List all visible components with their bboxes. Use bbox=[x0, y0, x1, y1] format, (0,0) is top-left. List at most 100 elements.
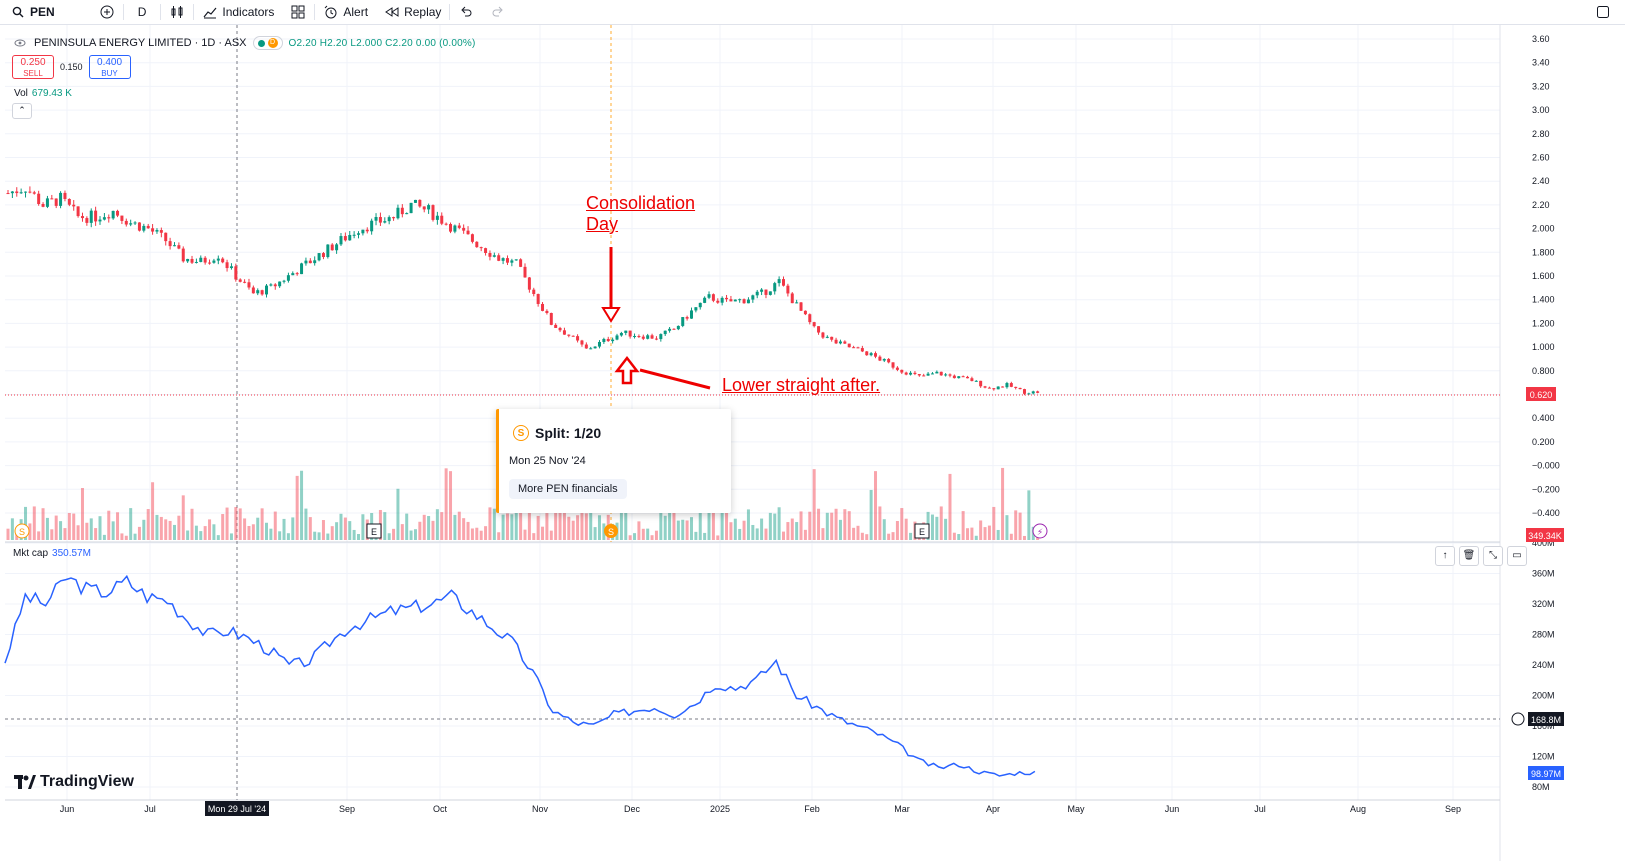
replay-button[interactable]: Replay bbox=[376, 0, 449, 24]
fullscreen-button[interactable] bbox=[1587, 0, 1625, 24]
candle-body bbox=[286, 275, 290, 281]
candle-body bbox=[917, 374, 921, 376]
volume-bar bbox=[597, 515, 601, 540]
candle-body bbox=[1031, 391, 1035, 394]
collapse-pane-button[interactable]: ⤡ bbox=[1483, 546, 1503, 566]
candle-body bbox=[116, 210, 120, 216]
candle-body bbox=[944, 374, 948, 376]
candle-body bbox=[102, 217, 106, 220]
indicators-button[interactable]: Indicators bbox=[194, 0, 282, 24]
more-financials-button[interactable]: More PEN financials bbox=[509, 479, 627, 499]
candle-body bbox=[291, 273, 295, 276]
undo-button[interactable] bbox=[450, 0, 482, 24]
volume-bar bbox=[479, 530, 483, 540]
volume-bar bbox=[948, 473, 952, 540]
earnings-event-icon[interactable] bbox=[366, 523, 382, 539]
buy-button[interactable]: 0.400 BUY bbox=[88, 55, 131, 79]
volume-bar bbox=[773, 513, 777, 540]
chart-area[interactable]: 3.60 3.40 3.20 3.00 2.80 2.60 2.40 2.20 2.000 1.8… bbox=[0, 25, 1625, 861]
candle-body bbox=[606, 338, 610, 342]
volume-bar bbox=[129, 508, 133, 540]
candle-body bbox=[45, 198, 49, 207]
candle-body bbox=[313, 260, 317, 264]
candle-body bbox=[733, 299, 737, 302]
volume-bar bbox=[549, 530, 553, 540]
candle-body bbox=[24, 191, 28, 193]
volume-bar bbox=[418, 521, 422, 540]
volume-bar bbox=[243, 518, 247, 540]
candle-body bbox=[900, 369, 904, 373]
candle-body bbox=[777, 279, 781, 284]
collapse-legend-button[interactable]: ⌃ bbox=[12, 103, 32, 119]
volume-bar bbox=[146, 509, 150, 540]
redo-button[interactable] bbox=[482, 0, 514, 24]
candle-body bbox=[479, 247, 483, 249]
volume-bar bbox=[190, 508, 194, 540]
add-alert-icon[interactable] bbox=[1511, 712, 1525, 726]
split-event-icon-active[interactable] bbox=[604, 524, 618, 538]
price-axis-label: 3.00 bbox=[1532, 105, 1550, 115]
move-pane-up-button[interactable]: ↑ bbox=[1435, 546, 1455, 566]
candle-body bbox=[882, 358, 886, 361]
earnings-event-icon[interactable] bbox=[914, 523, 930, 539]
candle-body bbox=[370, 220, 374, 232]
sell-button[interactable]: 0.250 SELL bbox=[12, 55, 54, 79]
volume-bar bbox=[746, 509, 750, 540]
candle-body bbox=[475, 241, 479, 248]
volume-bar bbox=[203, 526, 207, 540]
mktcap-legend[interactable]: Mkt cap 350.57M bbox=[13, 548, 91, 559]
volume-bar bbox=[54, 515, 58, 540]
candle-body bbox=[711, 294, 715, 301]
eye-icon[interactable] bbox=[12, 35, 28, 51]
delayed-badge: D bbox=[267, 38, 278, 48]
flash-event-icon[interactable] bbox=[1032, 523, 1048, 539]
candle-body bbox=[343, 236, 347, 241]
split-event-icon[interactable] bbox=[14, 523, 30, 539]
compare-button[interactable] bbox=[91, 0, 123, 24]
volume-bar bbox=[278, 531, 282, 540]
volume-bar bbox=[979, 520, 983, 540]
candle-body bbox=[510, 260, 514, 263]
candle-body bbox=[891, 362, 895, 368]
price-axis-label: 2.60 bbox=[1532, 153, 1550, 163]
volume-bar bbox=[72, 513, 76, 540]
delete-pane-button[interactable]: 🗑 bbox=[1459, 546, 1479, 566]
chart-type-button[interactable] bbox=[161, 0, 193, 24]
interval-button[interactable]: D bbox=[124, 0, 161, 24]
candle-body bbox=[720, 297, 724, 303]
candle-body bbox=[50, 198, 54, 200]
earnings-event-label: E bbox=[919, 527, 925, 537]
volume-bar bbox=[830, 512, 834, 540]
symbol-title[interactable]: PENINSULA ENERGY LIMITED · 1D · ASX bbox=[34, 37, 247, 49]
tradingview-logo[interactable]: TradingView bbox=[14, 773, 134, 791]
volume-bar bbox=[453, 514, 457, 540]
time-axis-label: Sep bbox=[339, 804, 355, 814]
candle-body bbox=[492, 255, 496, 257]
candle-body bbox=[177, 245, 181, 249]
divider bbox=[122, 4, 124, 20]
candle-body bbox=[996, 386, 1000, 390]
chart-canvas[interactable]: 3.60 3.40 3.20 3.00 2.80 2.60 2.40 2.20 2.000 1.8… bbox=[0, 25, 1625, 861]
mc-last-marker: 98.97M bbox=[1531, 769, 1561, 779]
time-axis-label: Apr bbox=[986, 804, 1000, 814]
volume-bar bbox=[256, 517, 260, 540]
volume-legend[interactable]: Vol 679.43 K bbox=[14, 88, 72, 99]
candle-body bbox=[1036, 391, 1040, 393]
candle-body bbox=[856, 347, 860, 349]
symbol-search[interactable]: PEN bbox=[0, 0, 63, 24]
candle-body bbox=[930, 373, 934, 375]
candle-body bbox=[895, 367, 899, 370]
volume-bar bbox=[269, 528, 273, 540]
volume-bar bbox=[633, 533, 637, 540]
market-status-badge[interactable]: D bbox=[252, 36, 283, 50]
maximize-pane-button[interactable]: ▭ bbox=[1507, 546, 1527, 566]
volume-bar bbox=[181, 495, 185, 540]
volume-bar bbox=[32, 506, 36, 540]
volume-bar bbox=[895, 521, 899, 540]
alert-button[interactable]: Alert bbox=[315, 0, 376, 24]
layouts-button[interactable] bbox=[282, 0, 314, 24]
volume-bar bbox=[646, 528, 650, 540]
volume-bar bbox=[760, 518, 764, 540]
volume-bar bbox=[729, 522, 733, 540]
candle-body bbox=[234, 266, 238, 280]
